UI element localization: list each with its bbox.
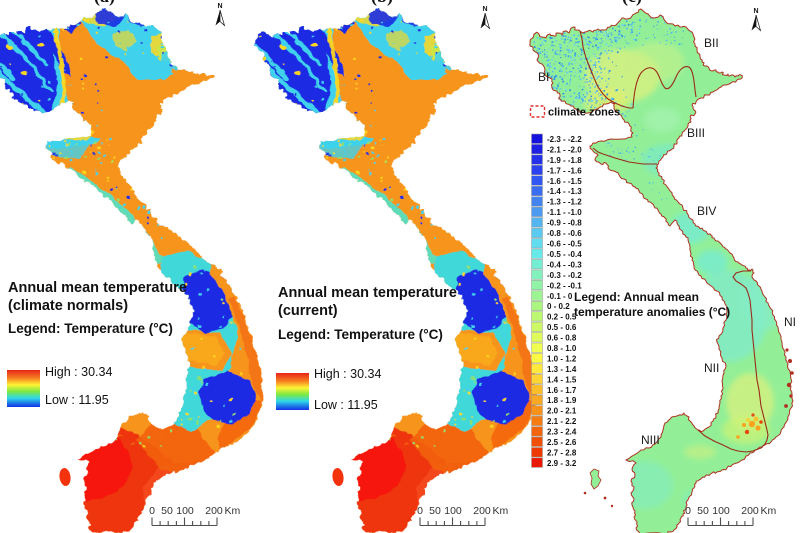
svg-text:100: 100 xyxy=(712,505,730,517)
svg-text:-0.9 - -0.8: -0.9 - -0.8 xyxy=(547,219,582,228)
svg-text:-2.3 - -2.2: -2.3 - -2.2 xyxy=(547,135,582,144)
svg-text:100: 100 xyxy=(176,505,194,517)
svg-text:-0.1 - 0: -0.1 - 0 xyxy=(547,292,573,301)
svg-text:1.3 - 1.4: 1.3 - 1.4 xyxy=(547,365,577,374)
svg-text:-0.8 - -0.6: -0.8 - -0.6 xyxy=(547,229,582,238)
svg-text:0.2 - 0.5: 0.2 - 0.5 xyxy=(547,313,577,322)
svg-text:-1.9 - -1.8: -1.9 - -1.8 xyxy=(547,156,582,165)
svg-text:-0.2 - -0.1: -0.2 - -0.1 xyxy=(547,281,582,290)
svg-text:climate zones: climate zones xyxy=(548,107,620,119)
svg-text:50: 50 xyxy=(429,505,441,517)
svg-text:0: 0 xyxy=(149,505,155,517)
svg-text:0.8 - 1.0: 0.8 - 1.0 xyxy=(547,344,577,353)
svg-text:1.0 - 1.2: 1.0 - 1.2 xyxy=(547,354,577,363)
svg-text:Km: Km xyxy=(225,505,241,517)
svg-text:-0.3 - -0.2: -0.3 - -0.2 xyxy=(547,271,582,280)
svg-text:0: 0 xyxy=(685,505,691,517)
svg-text:0.6 - 0.8: 0.6 - 0.8 xyxy=(547,334,577,343)
svg-text:2.0 - 2.1: 2.0 - 2.1 xyxy=(547,407,577,416)
svg-text:1.8 - 1.9: 1.8 - 1.9 xyxy=(547,396,577,405)
svg-text:2.3 - 2.4: 2.3 - 2.4 xyxy=(547,428,577,437)
svg-text:200: 200 xyxy=(205,505,223,517)
svg-text:-0.6 - -0.5: -0.6 - -0.5 xyxy=(547,240,582,249)
svg-text:-2.1 - -2.0: -2.1 - -2.0 xyxy=(547,145,582,154)
svg-text:Km: Km xyxy=(493,505,509,517)
svg-text:0.5 - 0.6: 0.5 - 0.6 xyxy=(547,323,577,332)
svg-text:NI: NI xyxy=(784,315,796,329)
svg-text:N: N xyxy=(753,8,758,15)
svg-text:BI: BI xyxy=(538,70,549,84)
svg-text:N: N xyxy=(217,3,222,10)
svg-text:2.7 - 2.8: 2.7 - 2.8 xyxy=(547,449,577,458)
svg-text:-1.7 - -1.6: -1.7 - -1.6 xyxy=(547,166,582,175)
svg-text:-1.6 - -1.5: -1.6 - -1.5 xyxy=(547,177,582,186)
svg-text:-1.3 - -1.2: -1.3 - -1.2 xyxy=(547,198,582,207)
svg-text:-1.1 - -1.0: -1.1 - -1.0 xyxy=(547,208,582,217)
svg-text:2.1 - 2.2: 2.1 - 2.2 xyxy=(547,417,577,426)
svg-text:0: 0 xyxy=(417,505,423,517)
svg-text:2.5 - 2.6: 2.5 - 2.6 xyxy=(547,438,577,447)
svg-text:BII: BII xyxy=(704,36,719,50)
svg-text:200: 200 xyxy=(741,505,759,517)
svg-text:NII: NII xyxy=(704,361,719,375)
svg-text:Km: Km xyxy=(761,505,777,517)
svg-text:100: 100 xyxy=(444,505,462,517)
svg-text:1.6 - 1.7: 1.6 - 1.7 xyxy=(547,386,577,395)
svg-text:-0.4 - -0.3: -0.4 - -0.3 xyxy=(547,260,582,269)
svg-text:N: N xyxy=(482,6,487,13)
svg-text:BIII: BIII xyxy=(687,126,705,140)
svg-text:0 - 0.2: 0 - 0.2 xyxy=(547,302,570,311)
svg-text:50: 50 xyxy=(161,505,173,517)
svg-text:-1.4 - -1.3: -1.4 - -1.3 xyxy=(547,187,582,196)
svg-text:50: 50 xyxy=(697,505,709,517)
svg-text:NIII: NIII xyxy=(641,433,660,447)
svg-text:200: 200 xyxy=(473,505,491,517)
svg-text:1.4 - 1.5: 1.4 - 1.5 xyxy=(547,375,577,384)
svg-text:2.9 - 3.2: 2.9 - 3.2 xyxy=(547,459,577,468)
svg-text:-0.5 - -0.4: -0.5 - -0.4 xyxy=(547,250,582,259)
svg-text:BIV: BIV xyxy=(697,204,716,218)
